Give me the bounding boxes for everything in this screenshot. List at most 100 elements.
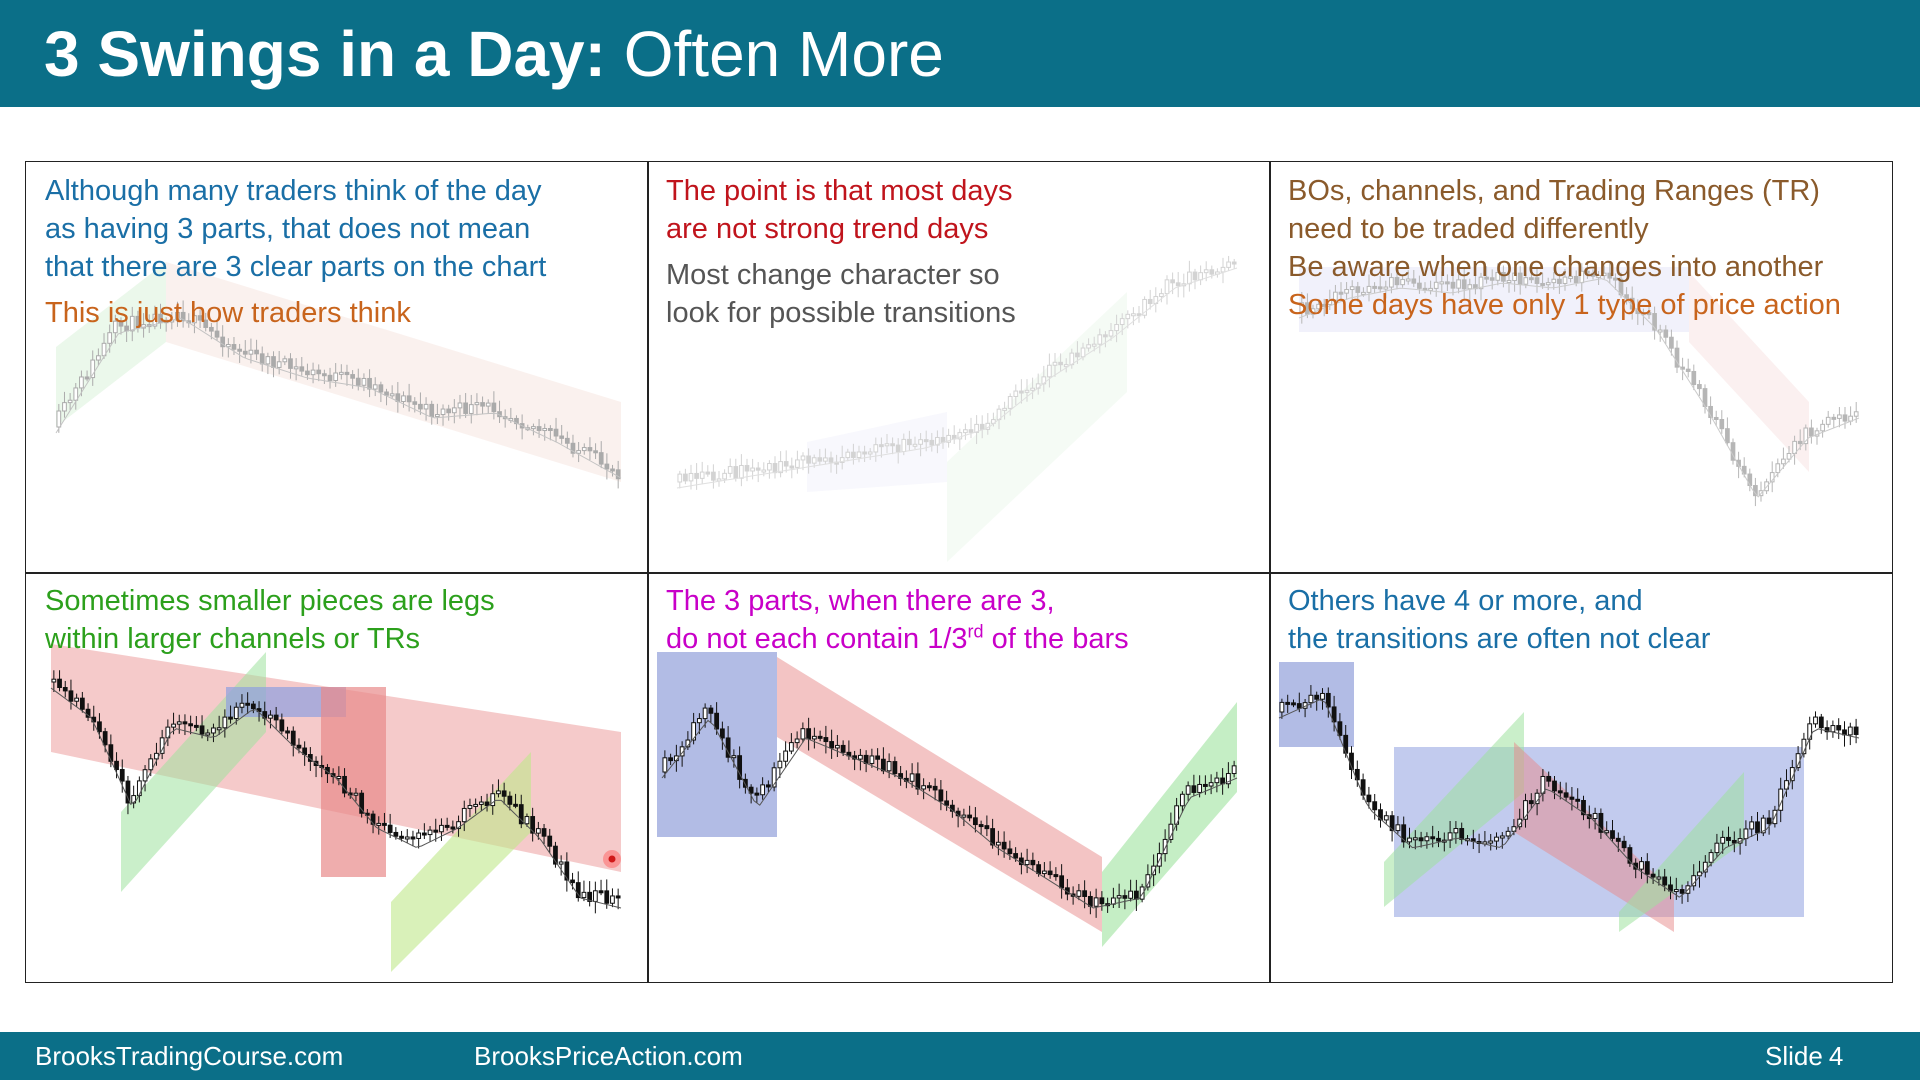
footer-center-site: BrooksPriceAction.com: [474, 1041, 743, 1071]
panel-4-bear-candle: [553, 845, 558, 865]
panel-1-bear-candle: [429, 403, 435, 418]
panel-5-bear-candle: [972, 817, 978, 826]
panel-6-bear-candle: [1755, 821, 1760, 834]
panel-6-bear-candle: [1598, 812, 1604, 833]
panel-2-bull-candle: [716, 478, 722, 482]
bull-leg-zone: [1619, 772, 1744, 932]
panel-1-bull-candle: [101, 342, 107, 357]
panel-3-moving-average: [1298, 278, 1860, 498]
panel-3-bull-candle: [1327, 299, 1333, 305]
panel-1-bull-candle: [485, 402, 491, 407]
panel-1-bear-candle: [514, 417, 519, 425]
panel-6-bear-candle: [1285, 701, 1291, 705]
panel-5-bull-candle: [1185, 785, 1191, 795]
panel-4-bear-candle: [530, 816, 536, 834]
panel-6-bear-candle: [1731, 839, 1737, 844]
title-bold: 3 Swings in a Day:: [44, 18, 606, 90]
panel-6-bear-candle: [1366, 794, 1372, 803]
panel-6-bear-candle: [1615, 837, 1621, 842]
panel-6-bear-candle: [1337, 721, 1343, 736]
panel-1-bull-candle: [163, 319, 169, 324]
panel-6-bull-candle: [1807, 723, 1813, 740]
panel-5-bear-candle: [880, 758, 886, 772]
panel-3-bear-candle: [1702, 388, 1708, 407]
panel-4-bull-candle: [376, 822, 382, 826]
panel-4-bear-candle: [97, 721, 102, 733]
panel-5-bear-candle: [817, 735, 823, 739]
panel-1-bear-candle: [395, 393, 401, 403]
panel-2-bear-candle: [862, 451, 867, 455]
panel-4-bear-candle: [484, 801, 490, 807]
panel-6-bull-candle: [1308, 694, 1314, 704]
panel-5-bear-candle: [1036, 864, 1042, 875]
panel-4-bull-candle: [51, 678, 57, 683]
panel-2-bull-candle: [1052, 361, 1058, 366]
panel-5-bull-candle: [731, 755, 737, 759]
panel-3-bull-candle: [1512, 272, 1517, 282]
panel-1-bear-candle: [519, 423, 525, 429]
panel-5-bear-candle: [875, 755, 881, 760]
panel-6-line-1: Others have 4 or more, and: [1288, 585, 1643, 617]
panel-3-bear-candle: [1618, 278, 1624, 296]
panel-2-bear-candle: [705, 471, 711, 475]
panel-4-bear-candle: [507, 795, 513, 805]
panel-2-bull-candle: [1013, 390, 1019, 398]
panel-4-text: Sometimes smaller pieces are legs within…: [45, 582, 495, 658]
panel-2-text: The point is that most days are not stro…: [666, 172, 1016, 332]
panel-3-bull-candle: [1545, 282, 1551, 286]
panel-5-bull-candle: [800, 728, 806, 740]
panel-4-bear-candle: [290, 730, 296, 746]
slide-num: 4: [1828, 1041, 1844, 1071]
panel-4-bear-candle: [62, 687, 68, 692]
panel-4-bear-candle: [125, 780, 131, 804]
panel-4-bull-candle: [404, 836, 410, 840]
panel-3-bear-candle: [1501, 272, 1506, 282]
panel-5-bear-candle: [748, 786, 754, 794]
panel-1-bull-candle: [73, 387, 79, 401]
panel-3-bull-candle: [1579, 270, 1585, 284]
panel-4-bull-candle: [461, 807, 467, 823]
panel-5-chart: [657, 652, 1238, 947]
panel-2-bear-candle: [907, 438, 912, 446]
panel-6-bull-candle: [1784, 780, 1789, 790]
panel-5-bear-candle: [892, 761, 898, 775]
panel-3-bear-candle: [1624, 294, 1629, 299]
panel-4-bear-candle: [587, 891, 593, 902]
panel-6-bear-candle: [1557, 790, 1563, 794]
panel-3-bull-candle: [1299, 302, 1305, 313]
panel-3-bear-candle: [1831, 416, 1837, 420]
panel-4-bear-candle: [450, 826, 456, 830]
panel-5-bull-candle: [995, 841, 1001, 846]
panel-3-bear-candle: [1629, 297, 1635, 310]
panel-2-bull-candle: [795, 459, 800, 468]
panel-6-bear-candle: [1552, 780, 1557, 792]
panel-6-bull-candle: [1494, 836, 1499, 842]
panel-5-bull-candle: [961, 814, 967, 818]
panel-6-bull-candle: [1830, 725, 1836, 733]
panel-6-bear-candle: [1430, 836, 1436, 840]
panel-2-bull-candle: [1069, 352, 1075, 366]
panel-1-bear-candle: [367, 377, 372, 390]
panel-6-bear-candle: [1401, 824, 1407, 843]
panel-2-bull-candle: [935, 436, 940, 446]
bear-breakout-zone: [321, 687, 386, 877]
panel-5-bear-candle: [1082, 890, 1088, 897]
panel-5-bull-candle: [702, 707, 708, 720]
panel-2-bear-candle: [1209, 269, 1215, 275]
panel-6-bull-candle: [1702, 861, 1708, 873]
panel-1-bear-candle: [593, 450, 598, 454]
panel-5-bear-candle: [1001, 841, 1007, 850]
panel-5-bear-candle: [737, 755, 743, 780]
panel-3-bear-candle: [1450, 281, 1456, 289]
panel-5-bear-candle: [765, 784, 771, 788]
panel-1: Although many traders think of the day a…: [26, 162, 647, 572]
panel-5-bear-candle: [1047, 870, 1053, 876]
bear-channel-zone: [166, 262, 621, 482]
panel-3-bear-candle: [1736, 459, 1741, 467]
panel-2-bull-candle: [750, 467, 755, 472]
panel-4-bull-candle: [592, 890, 598, 902]
panel-3-bull-candle: [1495, 272, 1501, 281]
panel-3-bull-candle: [1389, 277, 1394, 288]
panel-3-bull-candle: [1601, 272, 1607, 277]
panel-3-bear-candle: [1461, 279, 1467, 290]
